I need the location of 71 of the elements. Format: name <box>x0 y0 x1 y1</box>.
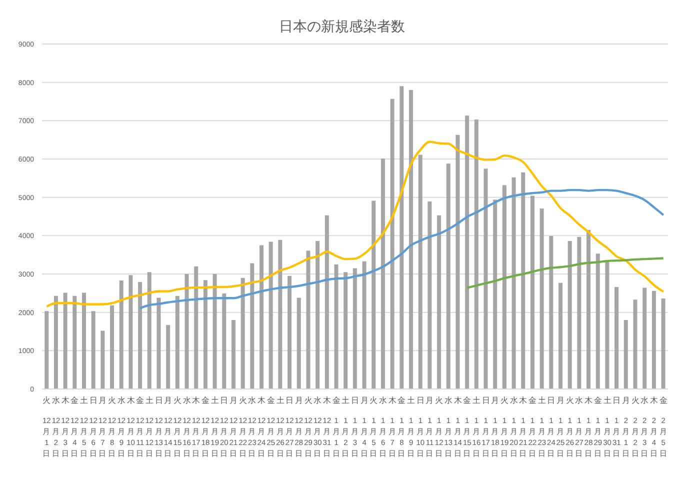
bar <box>324 215 329 389</box>
bar <box>605 261 610 389</box>
bar <box>521 172 526 389</box>
line-series <box>466 257 664 289</box>
bar <box>372 200 376 389</box>
bar <box>240 278 245 389</box>
bar <box>156 298 161 389</box>
bar <box>119 280 124 389</box>
bar <box>596 254 600 389</box>
bar <box>316 241 320 389</box>
bar <box>222 294 226 389</box>
bar <box>63 292 68 389</box>
bar <box>418 154 422 389</box>
bar <box>540 208 544 389</box>
bar <box>633 300 638 389</box>
bar <box>231 320 236 389</box>
bar <box>268 242 273 389</box>
bar <box>642 288 647 389</box>
bar <box>568 241 572 389</box>
bar <box>530 196 534 389</box>
bar <box>203 280 208 389</box>
bar <box>44 311 49 389</box>
bar <box>502 185 506 389</box>
bar <box>138 282 142 389</box>
bar <box>586 230 591 389</box>
bar <box>446 164 450 389</box>
bar <box>614 287 619 389</box>
bar <box>344 272 348 389</box>
bar <box>212 274 217 389</box>
bar <box>82 292 86 389</box>
bar <box>166 324 170 389</box>
bar <box>91 311 96 389</box>
bar <box>456 134 460 389</box>
bar <box>184 274 189 389</box>
bar <box>147 272 152 389</box>
bar <box>437 215 442 389</box>
bar <box>306 250 310 389</box>
bar <box>558 282 562 389</box>
bar <box>288 276 292 389</box>
bar <box>465 116 470 389</box>
bar <box>72 296 77 389</box>
bar <box>652 290 656 389</box>
line-series <box>46 140 664 308</box>
bar <box>362 261 366 389</box>
bar <box>577 236 582 389</box>
bar <box>54 296 58 389</box>
bar <box>474 120 478 389</box>
bar <box>512 177 516 389</box>
bar <box>428 202 432 389</box>
bar <box>352 268 357 389</box>
bar <box>409 90 414 389</box>
bar <box>624 320 628 389</box>
bar <box>100 330 105 389</box>
bar <box>250 263 254 389</box>
bar <box>194 266 198 389</box>
bar <box>380 158 385 389</box>
bar <box>400 86 404 389</box>
chart-title: 日本の新規感染者数 <box>278 18 406 36</box>
bar <box>661 298 666 389</box>
bar <box>260 245 264 389</box>
bar <box>110 305 114 389</box>
line-series <box>139 188 664 310</box>
bar <box>484 168 488 389</box>
bar <box>296 298 301 389</box>
bar <box>549 236 554 389</box>
bar <box>175 296 180 389</box>
bar <box>390 98 394 389</box>
bar <box>493 200 498 389</box>
bar <box>128 275 133 389</box>
bar <box>334 264 338 389</box>
bar <box>278 240 282 389</box>
